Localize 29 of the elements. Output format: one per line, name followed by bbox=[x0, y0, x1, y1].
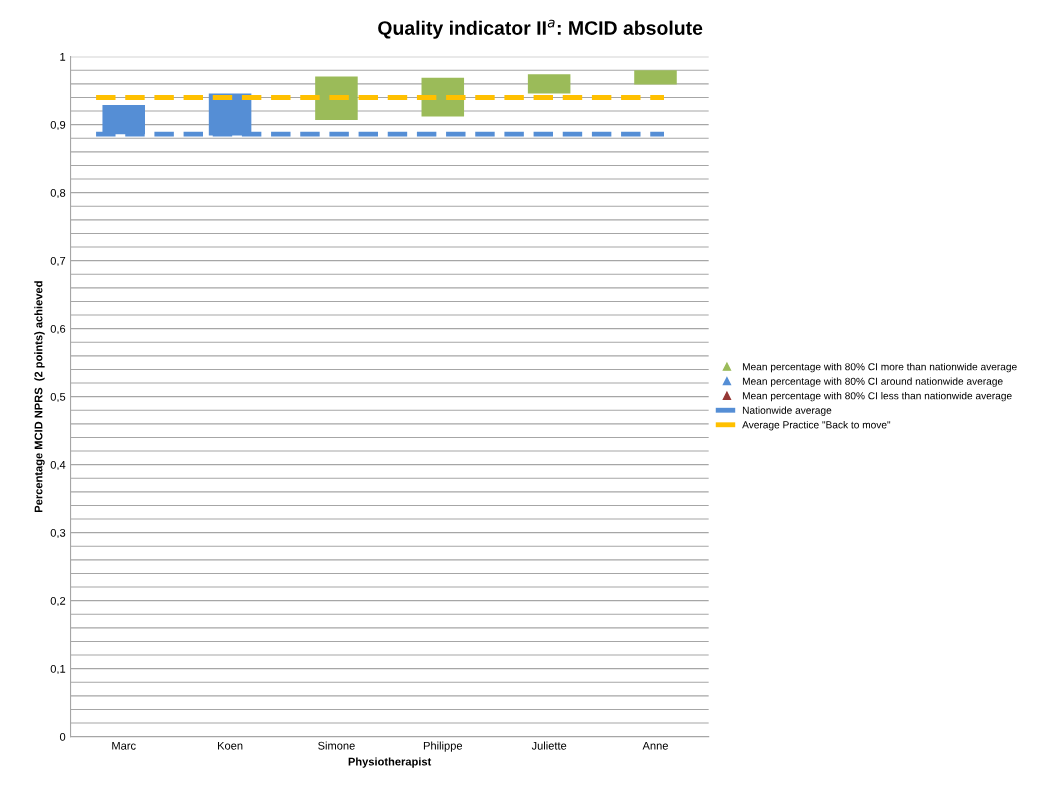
legend-label: Average Practice "Back to move" bbox=[742, 420, 891, 431]
y-tick-label: 0,1 bbox=[50, 664, 66, 675]
bar bbox=[421, 77, 465, 117]
legend-label: Nationwide average bbox=[742, 406, 832, 416]
y-tick-label: 0,6 bbox=[50, 324, 66, 335]
y-axis-title: Percentage MCID NPRS (2 points) achieved bbox=[34, 281, 45, 512]
legend-label: Mean percentage with 80% CI around nationwide average bbox=[742, 377, 1003, 387]
legend-label: Mean percentage with 80% CI more than nationwide average bbox=[742, 362, 1017, 373]
x-tick-label: Simone bbox=[318, 741, 355, 750]
y-tick-label: 0,3 bbox=[50, 528, 66, 539]
chart-title: Quality indicator II$^{a}$: MCID absolute bbox=[378, 19, 703, 39]
y-tick-label: 0,8 bbox=[50, 188, 66, 199]
legend-label: Mean percentage with 80% CI less than nationwide average bbox=[742, 391, 1012, 402]
x-tick-label: Koen bbox=[218, 741, 243, 750]
y-tick-label: 0,4 bbox=[50, 460, 66, 471]
x-tick-label: Anne bbox=[642, 741, 668, 750]
bar bbox=[315, 76, 358, 120]
y-tick-label: 1 bbox=[60, 53, 66, 61]
y-tick-label: 0,7 bbox=[50, 256, 66, 267]
y-tick-label: 0,5 bbox=[50, 392, 66, 403]
x-tick-label: Juliette bbox=[531, 741, 567, 750]
bar bbox=[634, 70, 677, 85]
x-axis-title: Physiotherapist bbox=[348, 757, 432, 768]
y-tick-label: 0,9 bbox=[50, 120, 66, 131]
y-tick-label: 0,2 bbox=[50, 596, 66, 607]
bar bbox=[527, 74, 571, 94]
y-tick-label: 0 bbox=[59, 732, 66, 741]
x-tick-label: Marc bbox=[112, 741, 136, 750]
x-tick-label: Philippe bbox=[423, 741, 463, 752]
